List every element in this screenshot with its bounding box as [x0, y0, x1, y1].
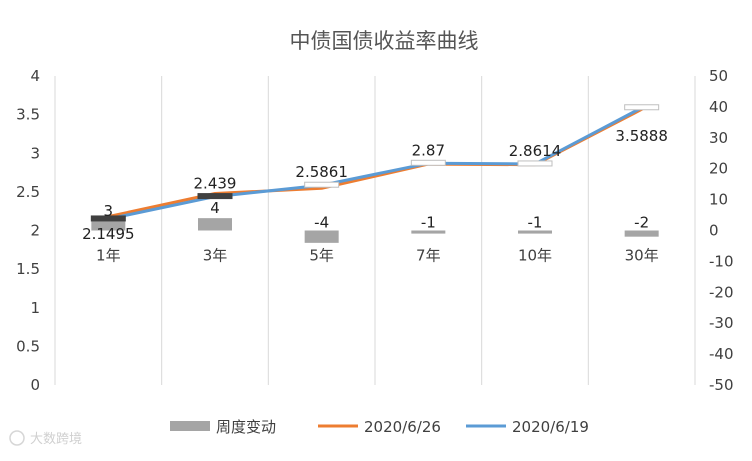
- bar-0: [91, 221, 126, 231]
- left-tick-label: 4: [30, 67, 40, 85]
- bar-2: [304, 230, 339, 243]
- category-label: 3年: [203, 247, 228, 265]
- legend-label-2020-6-26: 2020/6/26: [364, 418, 441, 436]
- left-tick-label: 0: [30, 376, 40, 394]
- category-axis: 1年 3年 5年 7年 10年 30年: [96, 247, 659, 265]
- markers-layer: [90, 104, 660, 222]
- watermark-logo-icon: [9, 430, 25, 446]
- left-axis: 0 0.5 1 1.5 2 2.5 3 3.5 4: [16, 67, 40, 394]
- lines-layer: [106, 106, 644, 221]
- right-tick-label: -10: [709, 252, 734, 270]
- right-tick-label: -50: [709, 376, 734, 394]
- watermark-text: 大数跨境: [30, 432, 82, 447]
- value-marker-4: [517, 160, 553, 167]
- legend-label-2020-6-19: 2020/6/19: [512, 418, 589, 436]
- right-tick-label: -30: [709, 314, 734, 332]
- bar-4: [518, 230, 552, 234]
- legend: 周度变动 2020/6/26 2020/6/19: [170, 418, 589, 436]
- labels-layer: 3 4 -4 -1 -1 -2 2.1495 2.439 2.5861 2.87 2.8614 3.5…: [82, 127, 668, 243]
- bar-value-label: -4: [314, 214, 329, 232]
- bar-1: [198, 218, 232, 231]
- right-tick-label: 0: [709, 222, 719, 240]
- value-marker-5: [624, 104, 660, 111]
- left-tick-label: 1.5: [16, 260, 40, 278]
- bar-value-label: -2: [634, 214, 649, 232]
- watermark: 大数跨境: [9, 430, 82, 447]
- left-tick-label: 2.5: [16, 183, 40, 201]
- left-tick-label: 3: [30, 144, 40, 162]
- value-marker-0: [90, 215, 126, 222]
- category-label: 10年: [518, 247, 552, 265]
- category-label: 7年: [416, 247, 441, 265]
- bar-5: [624, 230, 659, 237]
- right-tick-label: 50: [709, 67, 728, 85]
- value-marker-1: [197, 193, 233, 200]
- yield-value-label: 2.1495: [82, 225, 135, 243]
- bar-3: [411, 230, 446, 234]
- bar-value-label: 4: [210, 199, 220, 217]
- yield-value-label: 2.439: [194, 175, 237, 193]
- legend-label-weekly-change: 周度变动: [216, 418, 276, 436]
- right-tick-label: -40: [709, 345, 734, 363]
- yield-value-label: 3.5888: [615, 127, 668, 145]
- category-label: 30年: [625, 247, 659, 265]
- left-tick-label: 2: [30, 222, 40, 240]
- right-tick-label: 30: [709, 129, 728, 147]
- right-tick-label: 10: [709, 191, 728, 209]
- left-tick-label: 1: [30, 299, 40, 317]
- bar-value-label: -1: [421, 214, 436, 232]
- grid-layer: [54, 76, 696, 385]
- yield-value-label: 2.8614: [509, 142, 562, 160]
- yield-value-label: 2.87: [412, 141, 445, 159]
- bar-value-label: 3: [104, 202, 114, 220]
- right-tick-label: 20: [709, 160, 728, 178]
- chart-title: 中债国债收益率曲线: [290, 29, 479, 53]
- right-axis: -50 -40 -30 -20 -10 0 10 20 30 40 50: [709, 67, 734, 394]
- right-tick-label: -20: [709, 283, 734, 301]
- left-tick-label: 3.5: [16, 106, 40, 124]
- value-marker-3: [410, 159, 446, 166]
- legend-swatch-weekly-change: [170, 421, 210, 431]
- bar-value-label: -1: [528, 214, 543, 232]
- bars-layer: [91, 218, 659, 243]
- right-tick-label: 40: [709, 98, 728, 116]
- yield-value-label: 2.5861: [295, 163, 348, 181]
- value-marker-2: [304, 181, 340, 188]
- category-label: 5年: [309, 247, 334, 265]
- series-line-2020-6-19: [106, 106, 644, 221]
- left-tick-label: 0.5: [16, 337, 40, 355]
- category-label: 1年: [96, 247, 121, 265]
